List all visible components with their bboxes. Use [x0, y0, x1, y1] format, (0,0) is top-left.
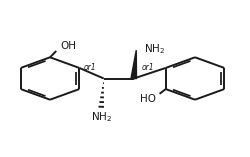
Polygon shape [131, 50, 136, 79]
Text: NH$_2$: NH$_2$ [144, 42, 165, 56]
Text: HO: HO [140, 94, 156, 104]
Text: or1: or1 [84, 63, 96, 72]
Text: NH$_2$: NH$_2$ [91, 111, 112, 125]
Text: OH: OH [60, 41, 76, 51]
Text: or1: or1 [141, 63, 154, 72]
